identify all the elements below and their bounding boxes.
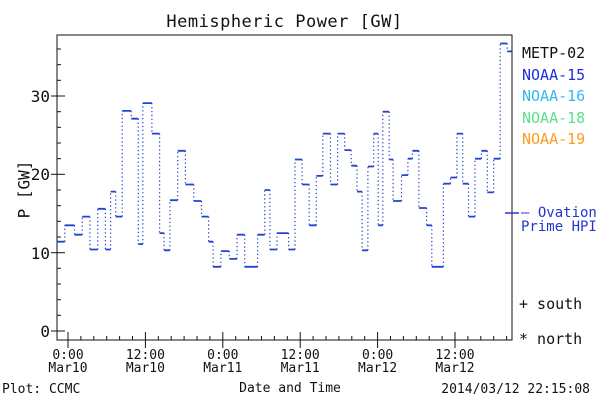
x-tick-time: 0:00: [361, 348, 394, 363]
hpi-step-connectors: [64, 43, 508, 267]
x-tick-date: Mar11: [203, 361, 243, 376]
legend-marker-south: + south: [519, 295, 583, 313]
y-axis-label: P [GW]: [14, 160, 34, 219]
hpi-step-segments: [57, 42, 512, 268]
plot-frame: [56, 34, 513, 341]
x-axis-label: Date and Time: [239, 381, 341, 396]
legend-item-noaa-18: NOAA-18: [522, 108, 586, 127]
plot-credit: Plot: CCMC: [2, 382, 81, 397]
x-tick-date: Mar10: [48, 361, 88, 376]
x-tick-date: Mar12: [435, 361, 475, 376]
legend-item-noaa-19: NOAA-19: [522, 130, 586, 148]
x-tick-date: Mar10: [125, 361, 165, 376]
x-tick-date: Mar11: [280, 361, 320, 376]
y-tick-label: 10: [30, 243, 50, 263]
y-tick-label: 30: [30, 87, 50, 106]
legend-marker-north: * north: [519, 330, 583, 348]
legend-item-noaa-15: NOAA-15: [522, 65, 586, 84]
x-tick-time: 12:00: [435, 348, 475, 363]
y-tick-label: 20: [30, 165, 50, 185]
legend-item-noaa-16: NOAA-16: [522, 87, 586, 105]
timestamp: 2014/03/12 22:15:08: [441, 382, 590, 397]
page-title: Hemispheric Power [GW]: [166, 12, 403, 32]
x-tick-time: 0:00: [52, 348, 84, 363]
x-tick-time: 12:00: [280, 348, 320, 363]
legend-ovation-line2: Prime HPI: [521, 219, 597, 235]
x-tick-time: 12:00: [125, 348, 165, 363]
y-tick-label: 0: [40, 322, 50, 341]
legend-item-metp-02: METP-02: [522, 44, 586, 62]
x-tick-time: 0:00: [207, 348, 239, 363]
legend-ovation-line1: — Ovation: [521, 205, 597, 221]
x-tick-date: Mar12: [358, 361, 398, 376]
